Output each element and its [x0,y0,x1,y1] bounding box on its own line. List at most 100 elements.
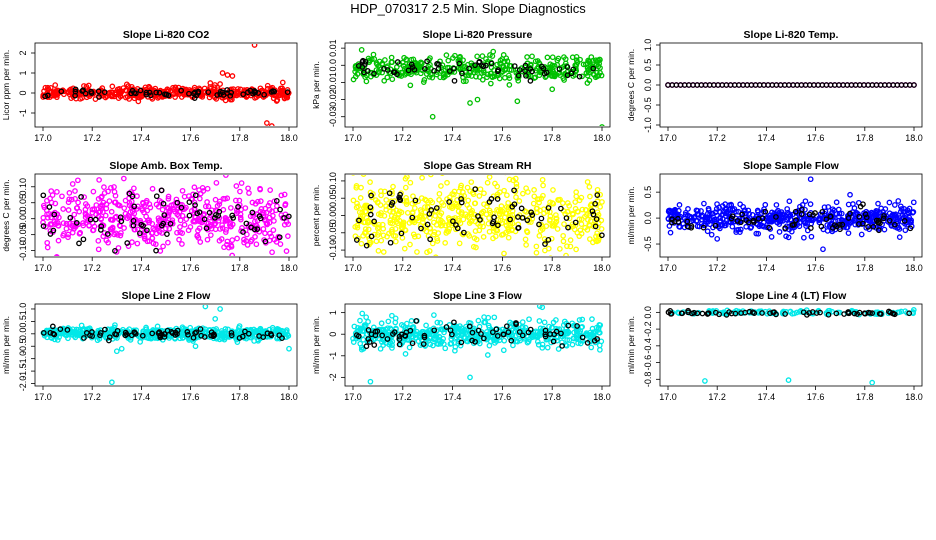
data-point [470,69,477,76]
data-point [397,191,403,198]
data-point [124,215,131,222]
data-point [284,89,291,95]
data-point [372,335,378,342]
data-point [723,312,730,318]
data-point [498,232,505,238]
data-point [563,215,570,221]
data-point [249,199,256,206]
data-point [240,229,246,235]
y-tick-label: -0.2 [643,321,653,337]
data-point [574,229,581,236]
data-point [144,328,151,334]
outlier-point [207,80,214,86]
data-point [160,200,167,207]
data-point [379,339,385,345]
data-point [408,61,415,68]
data-point [76,230,83,237]
data-point [742,309,748,316]
data-point [102,212,109,219]
data-point [481,190,487,197]
data-point [554,337,560,344]
data-point [484,352,491,358]
data-point [354,222,361,229]
data-point [454,225,461,232]
data-point [403,329,410,336]
data-point [725,211,732,217]
data-point [372,328,379,335]
y-tick-label: 1 [18,70,28,75]
data-point [69,229,76,236]
data-point [596,235,602,242]
data-point [498,203,505,209]
data-point [262,238,269,245]
data-point [699,310,706,317]
x-tick-label: 17.8 [231,392,249,402]
data-point [576,216,583,223]
y-tick-label: 0.10 [328,172,338,190]
data-point [71,211,78,218]
data-point [536,72,543,79]
data-point [66,196,73,203]
data-point [586,184,593,190]
data-point [153,193,160,200]
data-point [505,329,512,335]
data-point [108,184,114,191]
data-point [126,190,133,197]
data-point [705,207,712,214]
y-tick-label: 2 [18,50,28,55]
data-point [508,63,514,69]
data-point [177,217,184,224]
y-tick-label: 1.0 [643,39,653,52]
data-point [533,243,540,250]
data-point [717,214,724,221]
y-tick-label: 0 [328,332,338,337]
plot-frame [34,42,298,128]
data-point [191,199,198,206]
y-axis-label: ml/min per min. [626,186,636,244]
data-point [597,204,603,210]
data-point [486,175,493,180]
data-point [51,331,58,338]
data-point [353,183,360,189]
data-point [174,199,181,206]
data-point [570,335,577,341]
data-point [192,192,199,199]
data-point [455,208,462,215]
data-point [75,177,81,184]
data-point [373,238,380,245]
data-point [235,203,241,210]
data-point [451,77,458,84]
data-point [401,54,407,61]
outlier-point [869,379,876,385]
data-point [539,226,546,233]
data-point [446,68,453,74]
data-point [768,233,775,240]
data-point [444,179,450,186]
data-point [578,221,585,228]
data-point [514,67,521,73]
data-point [500,347,507,354]
outlier-point [202,305,209,310]
data-point [799,206,805,213]
data-point [762,215,769,222]
data-point [75,331,81,338]
x-tick-label: 18.0 [905,133,923,143]
data-point [593,216,600,223]
data-point [386,190,393,197]
data-point [838,210,845,217]
data-point [44,244,51,251]
series-selected [42,86,291,101]
data-point [365,318,371,325]
data-point [358,240,365,247]
x-tick-label: 17.8 [856,133,874,143]
data-point [108,326,115,332]
data-point [484,203,490,210]
data-point [508,227,515,234]
data-point [512,188,519,195]
data-point [540,182,546,189]
data-point [475,327,482,334]
figure-title: HDP_070317 2.5 Min. Slope Diagnostics [350,1,586,16]
data-point [396,333,403,340]
data-point [500,331,507,338]
